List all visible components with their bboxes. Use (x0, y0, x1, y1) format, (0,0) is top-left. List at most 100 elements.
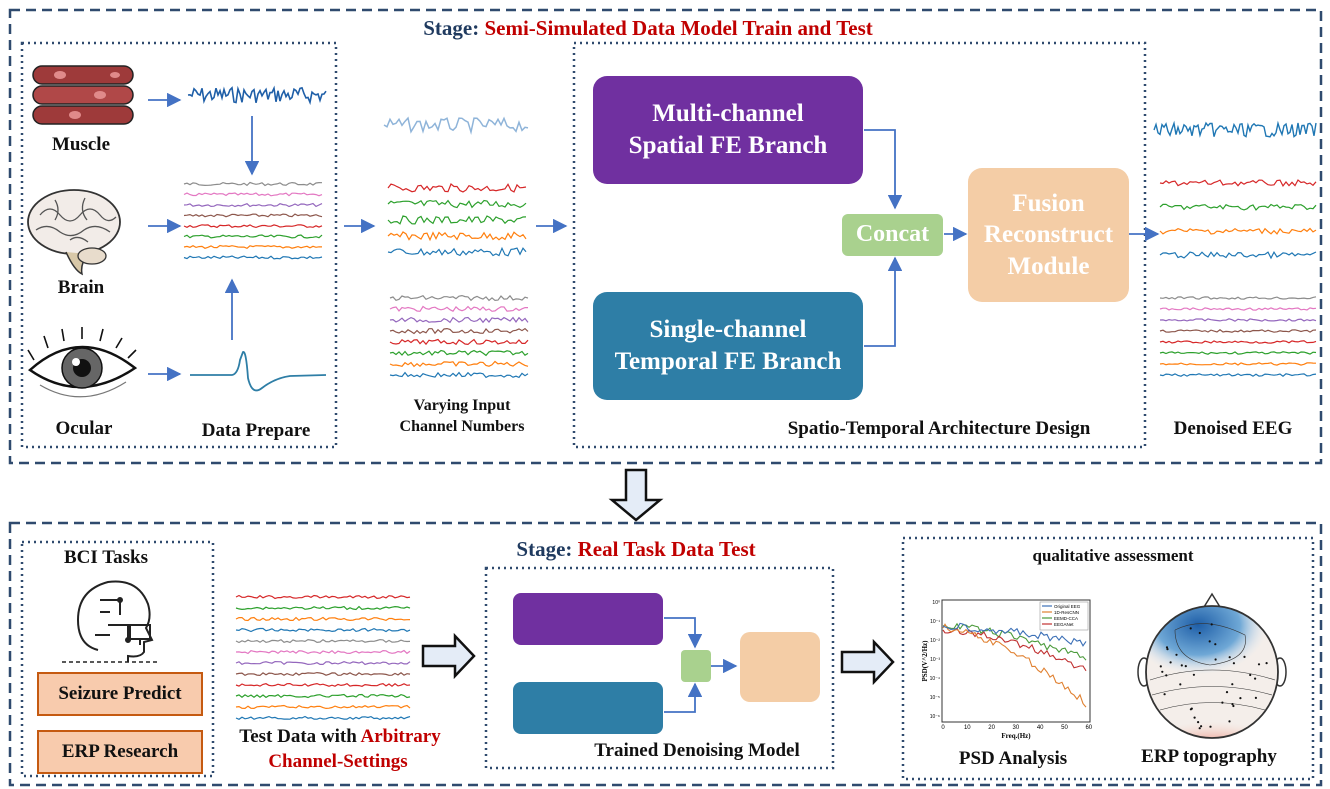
eeg-channel-trace (235, 649, 411, 655)
data-prepare-label: Data Prepare (201, 420, 311, 441)
eeg-channel-trace (1159, 296, 1317, 300)
eeg-channel-trace (1159, 362, 1317, 366)
electrode-dot (1198, 727, 1201, 730)
top-stage-title: Stage: Semi-Simulated Data Model Train a… (423, 16, 873, 41)
eeg-channel-trace (1159, 329, 1317, 333)
trained-spatial-box (513, 593, 663, 645)
electrode-dot (1221, 701, 1224, 704)
electrode-dot (1200, 725, 1203, 728)
psd-series-line (942, 627, 1087, 672)
eeg-channel-trace (1159, 318, 1317, 322)
electrode-dot (1210, 623, 1213, 626)
eeg-channel-trace (1159, 373, 1317, 377)
eeg-channel-trace (235, 693, 411, 699)
bci-head-icon (62, 580, 160, 663)
electrode-dot (1192, 673, 1195, 676)
eeg-channel-trace (1159, 340, 1317, 344)
denoised-many (1159, 296, 1317, 377)
erp-research-box: ERP Research (37, 730, 203, 774)
fusion-line3: Module (1007, 252, 1090, 280)
eeg-channel-trace (235, 704, 411, 710)
varying-input-many (389, 294, 529, 379)
fusion-line1: Fusion (1012, 190, 1085, 218)
top-stage-name: Semi-Simulated Data Model Train and Test (484, 16, 873, 40)
varying-input-label-2: Channel Numbers (399, 418, 525, 435)
bottom-stage-name: Real Task Data Test (577, 537, 756, 561)
varying-input-single (383, 116, 529, 135)
electrode-dot (1232, 662, 1235, 665)
seizure-predict-box: Seizure Predict (37, 672, 203, 716)
eye-icon (27, 327, 138, 398)
fusion-module-box: Fusion Reconstruct Module (968, 168, 1129, 302)
eeg-channel-trace (389, 294, 529, 302)
psd-ylabel: PSD(V^2/Hz) (921, 640, 929, 682)
electrode-dot (1208, 640, 1211, 643)
eeg-channel-trace (235, 671, 411, 677)
eeg-channel-trace (1159, 351, 1317, 355)
eeg-channel-trace (389, 371, 529, 379)
concat-box: Concat (842, 214, 943, 256)
eeg-channel-trace (235, 605, 411, 611)
eeg-channel-trace (235, 638, 411, 644)
psd-ytick: 10⁻⁴ (930, 676, 940, 682)
electrode-dot (1197, 721, 1200, 724)
electrode-dot (1179, 683, 1182, 686)
eeg-channel-trace (389, 316, 529, 324)
electrode-dot (1239, 697, 1242, 700)
eeg-channel-trace (1159, 307, 1317, 311)
electrode-dot (1175, 653, 1178, 656)
spatial-branch-box: Multi-channel Spatial FE Branch (593, 76, 863, 184)
eeg-channel-trace (183, 224, 323, 229)
denoised-label: Denoised EEG (1173, 418, 1293, 439)
denoised-mid (1159, 179, 1317, 260)
prepared-eeg-signals (183, 181, 323, 260)
electrode-dot (1161, 670, 1164, 673)
spatial-branch-line1: Multi-channel (652, 99, 804, 127)
trained-fusion-box (740, 632, 820, 702)
psd-series-line (942, 622, 1087, 661)
fusion-line2: Reconstruct (983, 221, 1114, 249)
electrode-dot (1257, 663, 1261, 666)
trained-temporal-box (513, 682, 663, 734)
psd-xtick: 0 (941, 725, 945, 731)
seizure-predict-label: Seizure Predict (58, 683, 182, 704)
bottom-stage-title: Stage: Real Task Data Test (516, 537, 755, 562)
psd-legend-1: 1D-ResCNN (1054, 610, 1079, 615)
psd-ytick: 10⁻² (930, 638, 940, 644)
psd-legend-3: EEGANet (1054, 622, 1074, 627)
test-data-highlight: Arbitrary (360, 726, 441, 747)
temporal-branch-line1: Single-channel (649, 315, 807, 343)
eeg-channel-trace (1159, 227, 1317, 235)
psd-analysis-label: PSD Analysis (958, 748, 1068, 769)
electrode-dot (1228, 720, 1231, 723)
electrode-dot (1159, 665, 1162, 668)
eeg-channel-trace (183, 192, 323, 197)
psd-ytick: 10⁻⁶ (930, 714, 940, 720)
electrode-dot (1209, 725, 1212, 728)
psd-series-line (942, 623, 1087, 708)
electrode-dot (1165, 674, 1168, 677)
electrode-dot (1249, 673, 1252, 677)
assessment-title: qualitative assessment (1032, 546, 1194, 565)
eeg-channel-trace (389, 338, 529, 346)
psd-chart: Original EEG 1D-ResCNN EEMD-CCA EEGANet … (921, 599, 1093, 740)
psd-ytick: 10⁻¹ (930, 619, 940, 625)
electrode-dot (1169, 661, 1172, 664)
electrode-dot (1228, 656, 1231, 659)
assessment-frame (901, 536, 1315, 781)
eeg-channel-trace (235, 616, 411, 622)
psd-xtick: 50 (1061, 725, 1068, 731)
psd-ytick: 10⁰ (932, 600, 940, 606)
eeg-channel-trace (387, 246, 527, 257)
test-data-caption-1: Test Data with Arbitrary (239, 726, 440, 748)
eeg-channel-trace (389, 305, 528, 312)
varying-input-label-1: Varying Input (413, 397, 511, 414)
eeg-channel-trace (387, 231, 527, 242)
psd-xtick: 30 (1013, 725, 1020, 731)
electrode-dot (1163, 693, 1166, 696)
electrode-dot (1214, 658, 1217, 661)
electrode-dot (1231, 703, 1234, 706)
spatial-branch-line2: Spatial FE Branch (628, 132, 828, 159)
electrode-dot (1254, 696, 1257, 700)
trained-model-frame (484, 566, 835, 770)
